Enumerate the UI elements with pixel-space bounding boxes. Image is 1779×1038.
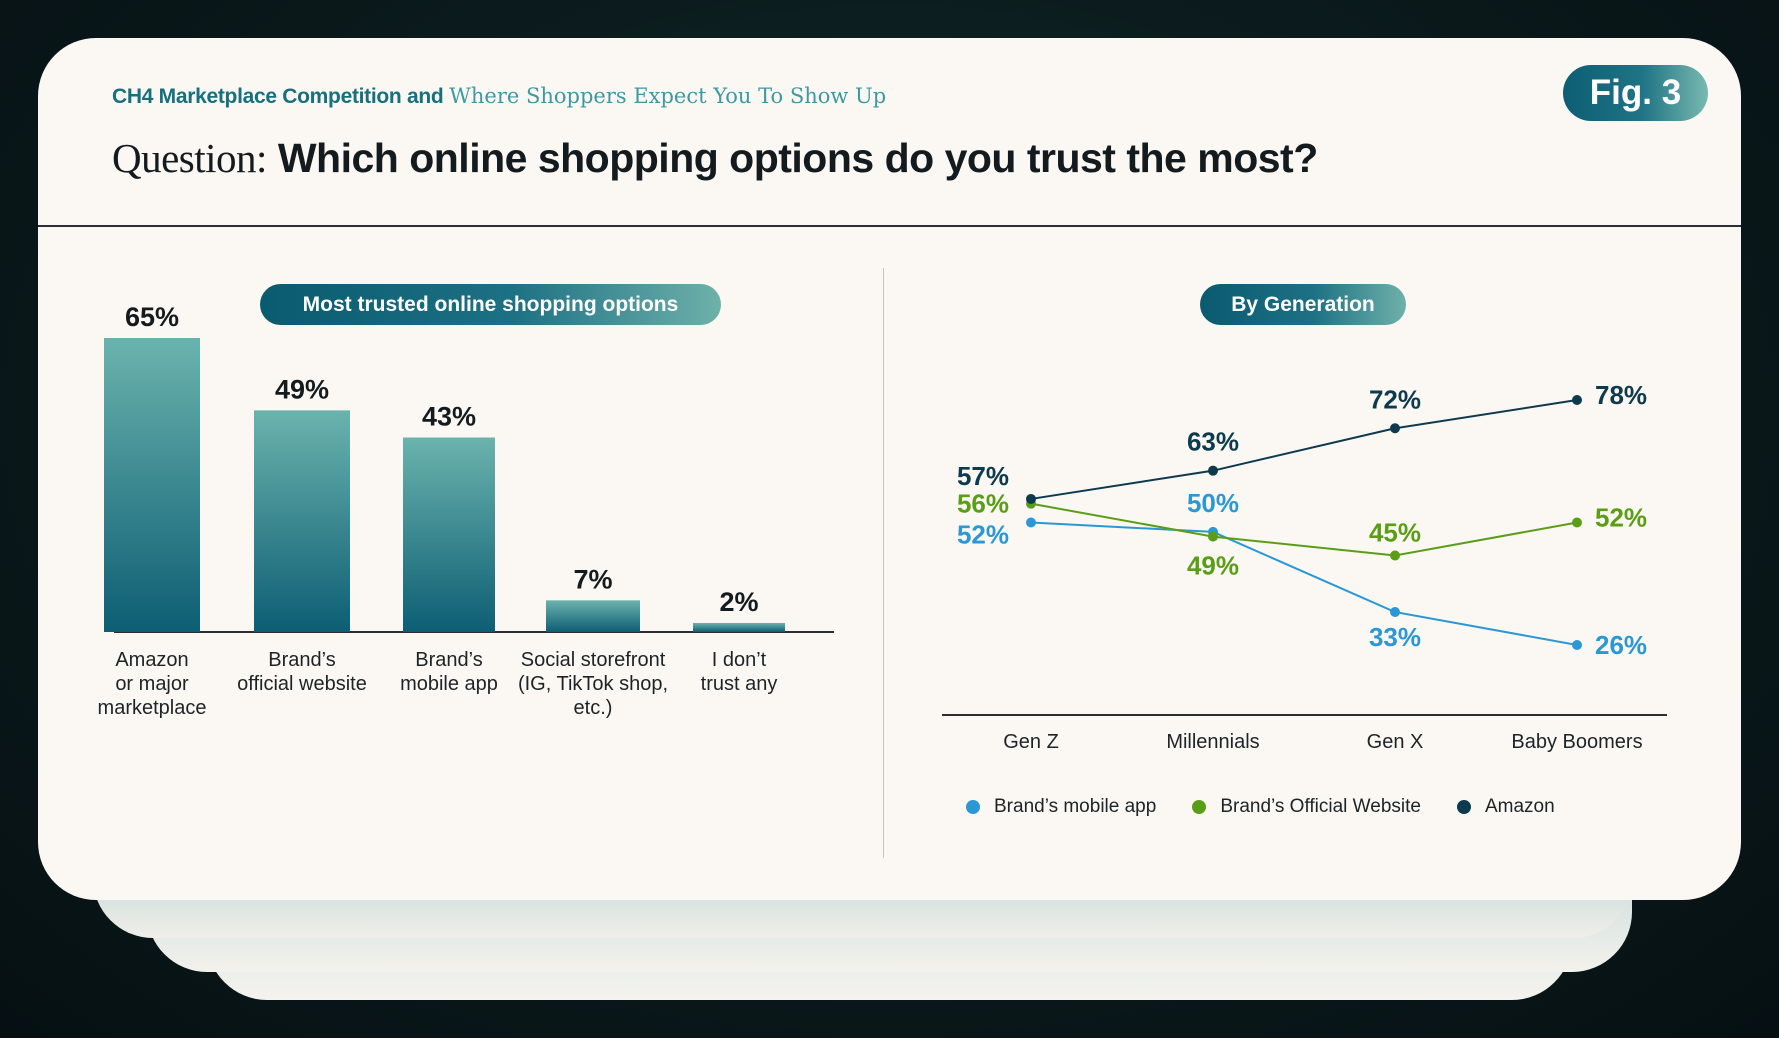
chapter-subtitle: Where Shoppers Expect You To Show Up — [449, 84, 887, 108]
bar-category-label-4-0: I don’t — [712, 649, 767, 671]
line-category-label-1: Millennials — [1166, 731, 1259, 753]
bar-category-label-2-1: mobile app — [400, 673, 498, 695]
line-category-label-3: Baby Boomers — [1511, 731, 1642, 753]
bar-chart-title: Most trusted online shopping options — [260, 284, 721, 325]
line-value-label-2-2: 72% — [1369, 384, 1421, 414]
legend-item-official-website: Brand’s Official Website — [1192, 796, 1421, 818]
line-value-label-1-1: 49% — [1187, 551, 1239, 581]
legend-dot-mobile-app — [966, 800, 980, 814]
line-category-label-2: Gen X — [1367, 731, 1424, 753]
line-point-2-2 — [1390, 423, 1400, 434]
chapter-label: CH4 Marketplace Competition and — [112, 85, 444, 108]
bar-3 — [546, 600, 640, 632]
question-prefix: Question: — [112, 135, 267, 181]
bar-category-label-0-0: Amazon — [115, 649, 188, 671]
bar-category-label-2-0: Brand’s — [415, 649, 482, 671]
line-value-label-0-3: 26% — [1595, 630, 1647, 660]
line-point-1-2 — [1390, 550, 1400, 561]
line-chart-title: By Generation — [1200, 284, 1406, 325]
panel-divider — [883, 268, 884, 858]
question-heading: Question: Which online shopping options … — [112, 134, 1318, 182]
line-point-0-3 — [1572, 640, 1582, 650]
bar-4 — [693, 622, 785, 632]
line-value-label-0-0: 52% — [957, 520, 1009, 550]
bar-value-label-2: 43% — [422, 402, 476, 432]
line-series-0 — [1030, 521, 1578, 646]
legend-item-amazon: Amazon — [1456, 796, 1555, 818]
bar-2 — [403, 437, 495, 632]
bar-category-label-1-1: official website — [237, 673, 367, 695]
bar-category-label-3-0: Social storefront — [521, 649, 666, 671]
legend-label-amazon: Amazon — [1484, 796, 1555, 817]
line-point-0-0 — [1026, 517, 1036, 528]
question-text: Which online shopping options do you tru… — [277, 135, 1318, 181]
bar-value-label-1: 49% — [275, 374, 329, 404]
line-value-label-1-2: 45% — [1369, 517, 1421, 547]
line-value-label-2-0: 57% — [957, 461, 1009, 491]
line-chart-legend: Brand’s mobile app Brand’s Official Webs… — [966, 796, 1555, 818]
legend-label-official-website: Brand’s Official Website — [1220, 796, 1421, 817]
bar-category-label-3-1: (IG, TikTok shop, — [518, 673, 668, 695]
line-point-0-2 — [1390, 607, 1400, 618]
chapter-title: CH4 Marketplace Competition and Where Sh… — [112, 84, 886, 109]
legend-dot-official-website — [1192, 800, 1207, 814]
bar-value-label-4: 2% — [719, 587, 758, 617]
header-divider — [38, 225, 1741, 227]
line-value-label-1-3: 52% — [1595, 503, 1647, 533]
legend-dot-amazon — [1456, 800, 1471, 814]
bar-category-label-4-1: trust any — [701, 673, 778, 695]
bar-category-label-1-0: Brand’s — [268, 649, 335, 671]
bar-0 — [104, 338, 200, 632]
figure-badge: Fig. 3 — [1563, 65, 1708, 121]
line-series-1 — [1030, 502, 1578, 557]
bar-value-label-0: 65% — [125, 302, 179, 332]
bar-category-label-0-2: marketplace — [98, 697, 207, 719]
line-value-label-2-1: 63% — [1187, 427, 1239, 457]
line-value-label-1-0: 56% — [957, 489, 1009, 519]
line-value-label-0-2: 33% — [1369, 622, 1421, 652]
bar-category-label-0-1: or major — [115, 673, 189, 695]
legend-item-mobile-app: Brand’s mobile app — [966, 796, 1156, 818]
legend-label-mobile-app: Brand’s mobile app — [994, 796, 1157, 817]
figure-card: CH4 Marketplace Competition and Where Sh… — [38, 38, 1741, 900]
bar-1 — [254, 410, 350, 632]
line-point-2-1 — [1208, 465, 1218, 476]
line-value-label-2-3: 78% — [1595, 380, 1647, 410]
line-point-2-0 — [1026, 493, 1036, 504]
line-point-1-1 — [1208, 531, 1218, 542]
line-series-2 — [1030, 399, 1578, 500]
line-point-1-3 — [1572, 517, 1582, 528]
line-point-2-3 — [1572, 395, 1582, 405]
line-value-label-0-1: 50% — [1187, 488, 1239, 518]
bar-category-label-3-2: etc.) — [574, 697, 613, 719]
bar-value-label-3: 7% — [573, 564, 612, 594]
line-category-label-0: Gen Z — [1003, 731, 1059, 753]
